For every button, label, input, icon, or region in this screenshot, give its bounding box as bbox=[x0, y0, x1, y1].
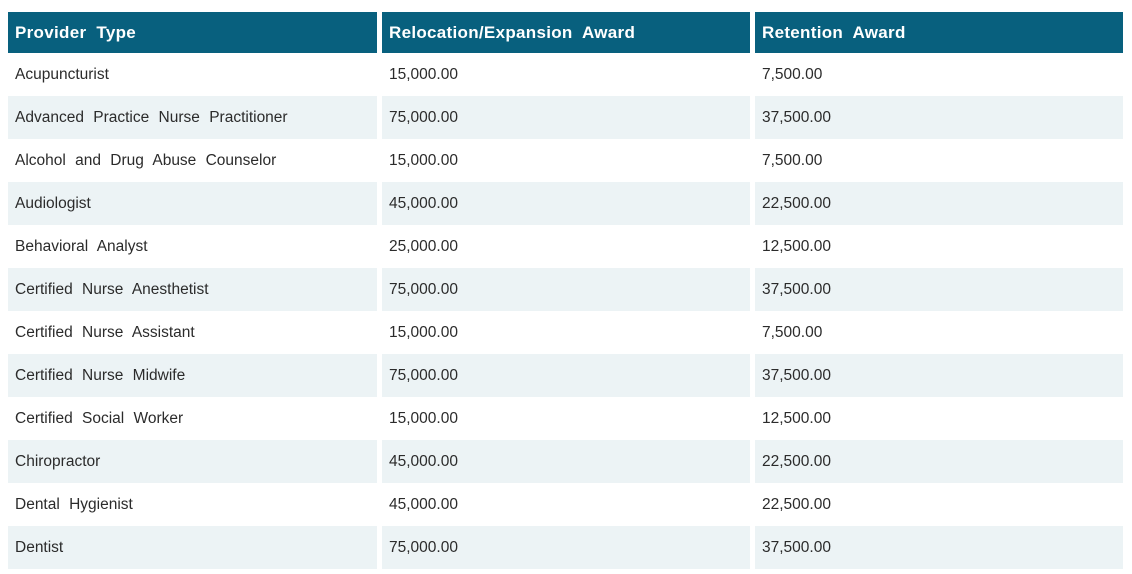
table-row: Audiologist 45,000.00 22,500.00 bbox=[8, 182, 1123, 225]
table-row: Certified Nurse Anesthetist 75,000.00 37,5… bbox=[8, 268, 1123, 311]
cell-relocation-award: 75,000.00 bbox=[377, 268, 750, 311]
cell-provider-type: Behavioral Analyst bbox=[8, 225, 377, 268]
cell-provider-type: Certified Social Worker bbox=[8, 397, 377, 440]
cell-relocation-award: 45,000.00 bbox=[377, 182, 750, 225]
cell-provider-type: Advanced Practice Nurse Practitioner bbox=[8, 96, 377, 139]
table-row: Acupuncturist 15,000.00 7,500.00 bbox=[8, 53, 1123, 96]
cell-relocation-award: 15,000.00 bbox=[377, 139, 750, 182]
cell-provider-type: Chiropractor bbox=[8, 440, 377, 483]
table-row: Dentist 75,000.00 37,500.00 bbox=[8, 526, 1123, 569]
table-row: Chiropractor 45,000.00 22,500.00 bbox=[8, 440, 1123, 483]
cell-retention-award: 22,500.00 bbox=[750, 483, 1123, 526]
cell-retention-award: 37,500.00 bbox=[750, 268, 1123, 311]
cell-provider-type: Audiologist bbox=[8, 182, 377, 225]
cell-retention-award: 7,500.00 bbox=[750, 311, 1123, 354]
award-table-body: Acupuncturist 15,000.00 7,500.00 Advanced P… bbox=[8, 53, 1123, 569]
cell-relocation-award: 15,000.00 bbox=[377, 53, 750, 96]
table-row: Alcohol and Drug Abuse Counselor 15,000.0… bbox=[8, 139, 1123, 182]
provider-award-table: Provider Type Relocation/Expansion Award… bbox=[8, 12, 1123, 569]
cell-retention-award: 22,500.00 bbox=[750, 440, 1123, 483]
column-header-retention-award: Retention Award bbox=[750, 12, 1123, 53]
cell-provider-type: Acupuncturist bbox=[8, 53, 377, 96]
table-row: Certified Nurse Assistant 15,000.00 7,500.… bbox=[8, 311, 1123, 354]
cell-retention-award: 7,500.00 bbox=[750, 53, 1123, 96]
table-row: Advanced Practice Nurse Practitioner 75,0… bbox=[8, 96, 1123, 139]
cell-provider-type: Dental Hygienist bbox=[8, 483, 377, 526]
cell-retention-award: 12,500.00 bbox=[750, 225, 1123, 268]
table-row: Certified Social Worker 15,000.00 12,500.0… bbox=[8, 397, 1123, 440]
cell-retention-award: 37,500.00 bbox=[750, 96, 1123, 139]
cell-provider-type: Certified Nurse Midwife bbox=[8, 354, 377, 397]
cell-relocation-award: 75,000.00 bbox=[377, 354, 750, 397]
provider-award-table-container: Provider Type Relocation/Expansion Award… bbox=[8, 12, 1123, 569]
table-header-row: Provider Type Relocation/Expansion Award… bbox=[8, 12, 1123, 53]
cell-provider-type: Certified Nurse Assistant bbox=[8, 311, 377, 354]
cell-provider-type: Dentist bbox=[8, 526, 377, 569]
column-header-relocation-award: Relocation/Expansion Award bbox=[377, 12, 750, 53]
cell-provider-type: Certified Nurse Anesthetist bbox=[8, 268, 377, 311]
cell-retention-award: 22,500.00 bbox=[750, 182, 1123, 225]
cell-provider-type: Alcohol and Drug Abuse Counselor bbox=[8, 139, 377, 182]
cell-relocation-award: 15,000.00 bbox=[377, 397, 750, 440]
cell-retention-award: 37,500.00 bbox=[750, 354, 1123, 397]
table-row: Certified Nurse Midwife 75,000.00 37,500.0… bbox=[8, 354, 1123, 397]
cell-relocation-award: 45,000.00 bbox=[377, 440, 750, 483]
cell-relocation-award: 15,000.00 bbox=[377, 311, 750, 354]
column-header-provider-type: Provider Type bbox=[8, 12, 377, 53]
cell-retention-award: 12,500.00 bbox=[750, 397, 1123, 440]
table-row: Behavioral Analyst 25,000.00 12,500.00 bbox=[8, 225, 1123, 268]
cell-retention-award: 7,500.00 bbox=[750, 139, 1123, 182]
cell-retention-award: 37,500.00 bbox=[750, 526, 1123, 569]
cell-relocation-award: 75,000.00 bbox=[377, 526, 750, 569]
cell-relocation-award: 45,000.00 bbox=[377, 483, 750, 526]
cell-relocation-award: 25,000.00 bbox=[377, 225, 750, 268]
cell-relocation-award: 75,000.00 bbox=[377, 96, 750, 139]
table-row: Dental Hygienist 45,000.00 22,500.00 bbox=[8, 483, 1123, 526]
